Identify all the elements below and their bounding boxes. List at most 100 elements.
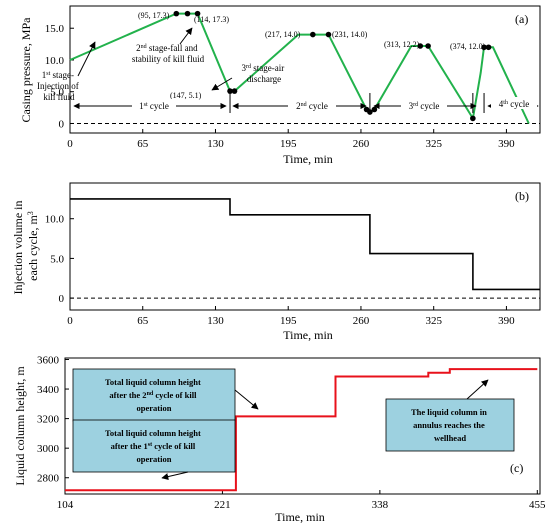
panel-b-xlabel: Time, min — [283, 328, 333, 342]
cycle-2-label-bg — [288, 99, 336, 111]
y-tick-label: 0 — [59, 293, 65, 305]
callout-wellhead-arrow — [466, 379, 489, 400]
data-point — [173, 10, 180, 17]
x-tick-label: 130 — [207, 315, 224, 327]
callout-wellhead: The liquid column in annulus reaches the… — [385, 379, 515, 452]
data-point — [425, 43, 431, 49]
y-tick-label: 3000 — [37, 443, 60, 455]
panel-c: (c) Time, min Liquid column height, m 10… — [13, 354, 546, 524]
cycle-4-label: 4th cycle — [499, 99, 529, 109]
x-tick-label: 130 — [207, 138, 224, 150]
x-tick-label: 260 — [353, 138, 370, 150]
y-tick-label: 15.0 — [45, 23, 65, 35]
y-tick-label: 5.0 — [50, 253, 64, 265]
x-tick-label: 338 — [372, 499, 389, 511]
x-tick-label: 65 — [137, 138, 149, 150]
callout-cycle-1-box — [72, 419, 236, 473]
callout-cycle-1-arrow — [161, 471, 189, 480]
x-tick-label: 325 — [425, 315, 442, 327]
panel-b: (b) Time, min Injection volume in each c… — [11, 182, 541, 342]
cycle-3-label-bg — [401, 99, 447, 111]
y-tick-label: 3200 — [37, 414, 60, 426]
x-tick-label: 195 — [280, 315, 297, 327]
panel-c-ylabel: Liquid column height, m — [13, 366, 27, 486]
panel-a-frame — [69, 5, 541, 134]
data-point — [371, 106, 378, 113]
panel-a-x-ticks: 0 65 130 195 260 325 390 — [67, 129, 515, 150]
callout-wellhead-text: The liquid column in annulus reaches the… — [411, 407, 489, 443]
point-label-147: (147, 5.1) — [170, 91, 202, 100]
y-tick-label: 10.0 — [45, 214, 65, 226]
data-point — [194, 10, 201, 17]
panel-a-label: (a) — [515, 12, 528, 26]
data-point — [417, 43, 424, 49]
panel-c-x-ticks: 104 221 338 455 — [57, 490, 546, 511]
cycle-1-label: 1st cycle — [139, 101, 169, 111]
series-line — [70, 198, 540, 291]
y-tick-label: 0 — [59, 118, 65, 130]
stage-1-arrow — [77, 41, 96, 77]
x-tick-label: 390 — [498, 315, 515, 327]
callout-cycle-2-box — [72, 368, 236, 422]
x-tick-label: 325 — [425, 138, 442, 150]
callout-cycle-2: Total liquid column height after the 2nd… — [72, 368, 259, 422]
cycle-1-label-bg — [132, 99, 176, 111]
y-tick-label: 5.0 — [50, 87, 64, 99]
y-tick-label: 3400 — [37, 384, 60, 396]
callout-cycle-2-text: Total liquid column height after the 2nd… — [105, 377, 203, 413]
x-tick-label: 0 — [67, 138, 73, 150]
panel-c-frame — [64, 357, 541, 495]
data-point — [231, 88, 238, 94]
panel-b-y-ticks: 0 5.0 10.0 — [45, 214, 74, 305]
data-point — [310, 31, 316, 38]
y-tick-label: 10.0 — [45, 55, 65, 67]
stage-2-label: 2nd stage-fall and stability of kill flu… — [132, 43, 205, 64]
panel-c-xlabel: Time, min — [275, 510, 325, 524]
data-point — [325, 31, 332, 38]
x-tick-label: 0 — [67, 315, 73, 327]
panel-b-label: (b) — [515, 189, 529, 203]
callout-cycle-2-arrow — [234, 389, 259, 410]
x-tick-label: 195 — [280, 138, 297, 150]
panel-c-series — [65, 368, 538, 492]
panel-c-label: (c) — [510, 461, 523, 475]
data-point — [481, 44, 487, 51]
cycle-4-label-bg — [491, 97, 537, 109]
x-tick-label: 390 — [498, 138, 515, 150]
stage-3-arrow — [211, 77, 233, 91]
point-label-217: (217, 14.0) — [265, 30, 301, 39]
stage-1-label: 1st stage- Injection of kill fluid — [37, 70, 81, 102]
panel-c-y-ticks: 2800 3000 3200 3400 3600 — [37, 354, 69, 485]
panel-b-ylabel: Injection volume in each cycle, m3 — [11, 198, 40, 295]
panel-a: (a) Time, min Casing pressure, MPa 0 65 13… — [19, 5, 541, 166]
point-label-95: (95, 17.3) — [138, 11, 170, 20]
point-label-374: (374, 12.0) — [450, 42, 486, 51]
y-tick-label: 3600 — [37, 354, 60, 366]
stage-2-arrow — [179, 27, 193, 45]
data-point — [485, 44, 492, 51]
panel-b-series — [70, 198, 540, 291]
panel-b-frame — [69, 182, 541, 311]
panel-a-xlabel: Time, min — [283, 152, 333, 166]
callout-wellhead-box — [385, 398, 515, 452]
x-tick-label: 455 — [529, 499, 546, 511]
point-label-114: (114, 17.3) — [194, 15, 229, 24]
panel-a-ylabel: Casing pressure, MPa — [19, 17, 33, 123]
x-tick-label: 65 — [137, 315, 149, 327]
series-line — [65, 368, 538, 492]
panel-b-x-ticks: 0 65 130 195 260 325 390 — [67, 306, 515, 327]
stage-3-label: 3rd stage-air discharge — [242, 63, 287, 84]
x-tick-label: 104 — [57, 499, 74, 511]
x-tick-label: 221 — [214, 499, 231, 511]
cycle-3-label: 3rd cycle — [409, 101, 440, 111]
cycle-2-label: 2nd cycle — [296, 101, 328, 111]
data-point — [184, 10, 191, 17]
x-tick-label: 260 — [353, 315, 370, 327]
callout-cycle-1: Total liquid column height after the 1st… — [72, 419, 236, 480]
y-tick-label: 2800 — [37, 473, 60, 485]
panel-a-points — [173, 10, 492, 122]
callout-cycle-1-text: Total liquid column height after the 1st… — [105, 428, 203, 464]
point-label-231: (231, 14.0) — [332, 30, 368, 39]
point-label-313: (313, 12.2) — [384, 40, 420, 49]
